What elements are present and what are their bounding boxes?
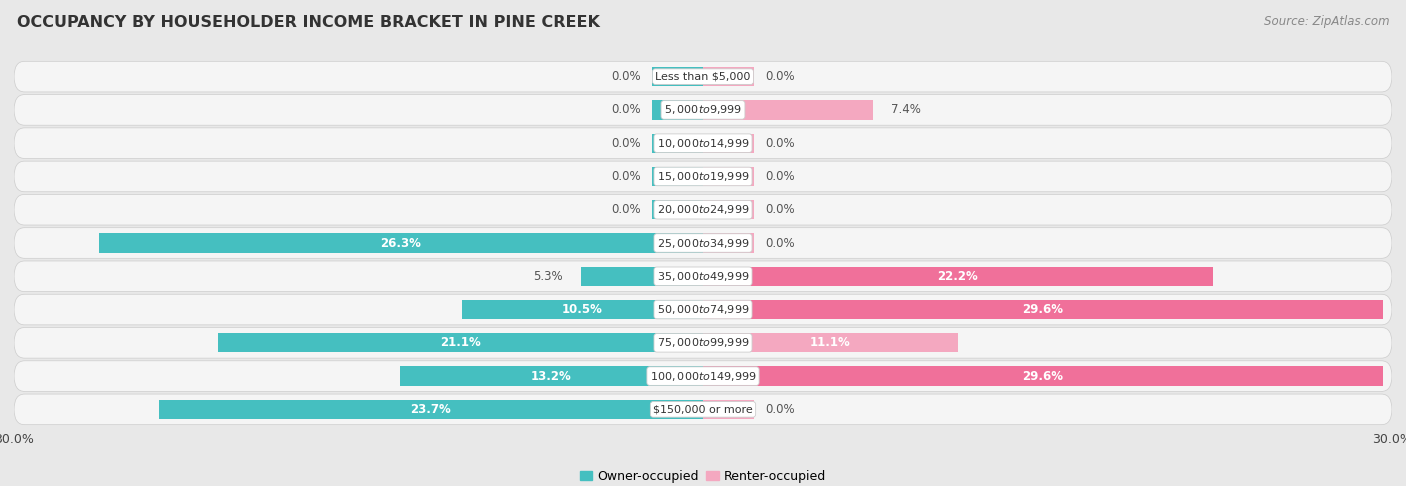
FancyBboxPatch shape [14, 228, 1392, 258]
FancyBboxPatch shape [14, 328, 1392, 358]
Text: 13.2%: 13.2% [531, 369, 572, 382]
Text: 7.4%: 7.4% [891, 104, 921, 117]
Text: $10,000 to $14,999: $10,000 to $14,999 [657, 137, 749, 150]
Text: $35,000 to $49,999: $35,000 to $49,999 [657, 270, 749, 283]
Bar [652, 67, 703, 87]
FancyBboxPatch shape [14, 128, 1392, 158]
Bar [652, 167, 703, 186]
Bar [218, 333, 703, 352]
FancyBboxPatch shape [14, 294, 1392, 325]
Bar [652, 100, 703, 120]
Bar [703, 200, 754, 219]
FancyBboxPatch shape [14, 194, 1392, 225]
Bar [703, 134, 754, 153]
Text: 0.0%: 0.0% [612, 104, 641, 117]
Bar [399, 366, 703, 386]
Text: $50,000 to $74,999: $50,000 to $74,999 [657, 303, 749, 316]
Text: 0.0%: 0.0% [612, 170, 641, 183]
Bar [703, 167, 754, 186]
Text: $100,000 to $149,999: $100,000 to $149,999 [650, 369, 756, 382]
Bar [703, 233, 754, 253]
Text: 5.3%: 5.3% [533, 270, 562, 283]
Bar [703, 267, 1213, 286]
Bar [581, 267, 703, 286]
Text: OCCUPANCY BY HOUSEHOLDER INCOME BRACKET IN PINE CREEK: OCCUPANCY BY HOUSEHOLDER INCOME BRACKET … [17, 15, 600, 30]
Bar [703, 67, 754, 87]
Bar [652, 134, 703, 153]
Text: 0.0%: 0.0% [765, 137, 794, 150]
Text: 0.0%: 0.0% [612, 203, 641, 216]
Bar [652, 200, 703, 219]
Bar [703, 333, 957, 352]
Text: 0.0%: 0.0% [765, 403, 794, 416]
Text: 0.0%: 0.0% [765, 70, 794, 83]
FancyBboxPatch shape [14, 361, 1392, 391]
Text: 0.0%: 0.0% [612, 70, 641, 83]
Bar [98, 233, 703, 253]
Bar [703, 300, 1382, 319]
Text: 21.1%: 21.1% [440, 336, 481, 349]
Text: 10.5%: 10.5% [562, 303, 603, 316]
Text: $20,000 to $24,999: $20,000 to $24,999 [657, 203, 749, 216]
FancyBboxPatch shape [14, 394, 1392, 425]
Bar [461, 300, 703, 319]
Text: $5,000 to $9,999: $5,000 to $9,999 [664, 104, 742, 117]
Text: Less than $5,000: Less than $5,000 [655, 71, 751, 82]
Bar [703, 100, 873, 120]
Text: $75,000 to $99,999: $75,000 to $99,999 [657, 336, 749, 349]
Bar [703, 366, 1382, 386]
Text: 0.0%: 0.0% [765, 170, 794, 183]
Bar [703, 399, 754, 419]
Text: Source: ZipAtlas.com: Source: ZipAtlas.com [1264, 15, 1389, 28]
Text: $150,000 or more: $150,000 or more [654, 404, 752, 415]
Text: 23.7%: 23.7% [411, 403, 451, 416]
Text: $15,000 to $19,999: $15,000 to $19,999 [657, 170, 749, 183]
FancyBboxPatch shape [14, 61, 1392, 92]
Text: 22.2%: 22.2% [938, 270, 979, 283]
Legend: Owner-occupied, Renter-occupied: Owner-occupied, Renter-occupied [575, 465, 831, 486]
FancyBboxPatch shape [14, 261, 1392, 292]
Text: 26.3%: 26.3% [381, 237, 422, 249]
Text: $25,000 to $34,999: $25,000 to $34,999 [657, 237, 749, 249]
Text: 29.6%: 29.6% [1022, 303, 1063, 316]
FancyBboxPatch shape [14, 161, 1392, 192]
Text: 0.0%: 0.0% [765, 203, 794, 216]
Bar [159, 399, 703, 419]
Text: 0.0%: 0.0% [765, 237, 794, 249]
Text: 0.0%: 0.0% [612, 137, 641, 150]
Text: 29.6%: 29.6% [1022, 369, 1063, 382]
FancyBboxPatch shape [14, 95, 1392, 125]
Text: 11.1%: 11.1% [810, 336, 851, 349]
